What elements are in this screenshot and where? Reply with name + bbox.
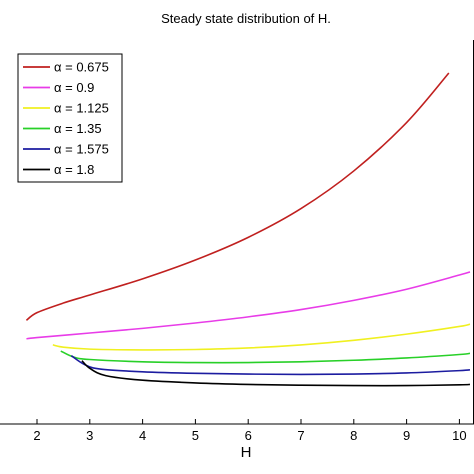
series-lines	[25, 72, 471, 387]
x-tick-label: 8	[350, 428, 357, 443]
legend-entry-label: α = 0.9	[54, 80, 94, 95]
legend-entry-label: α = 1.125	[54, 101, 109, 116]
legend-entry-label: α = 1.35	[54, 121, 102, 136]
x-tick-label: 5	[192, 428, 199, 443]
x-axis-label: H	[241, 444, 252, 461]
legend-entry-label: α = 0.675	[54, 60, 109, 75]
x-tick-label: 6	[245, 428, 252, 443]
legend-entry-label: α = 1.8	[54, 162, 94, 177]
legend-box	[17, 53, 123, 183]
x-tick-label: 4	[139, 428, 146, 443]
series-line-2	[26, 271, 471, 340]
series-line-5	[70, 354, 471, 376]
legend: α = 0.675 α = 0.9 α = 1.125 α = 1.35 α = 1.5…	[17, 53, 123, 183]
x-tick-label: 9	[403, 428, 410, 443]
chart-title: Steady state distribution of H.	[161, 11, 331, 26]
x-tick-label: 2	[33, 428, 40, 443]
series-line-3	[52, 323, 471, 351]
x-tick-label: 3	[86, 428, 93, 443]
x-tick-label: 10	[452, 428, 466, 443]
series-line-6	[81, 360, 470, 387]
series-line-1	[25, 72, 450, 321]
legend-entry-label: α = 1.575	[54, 142, 109, 157]
x-tick-label: 7	[297, 428, 304, 443]
series-line-4	[60, 350, 471, 364]
